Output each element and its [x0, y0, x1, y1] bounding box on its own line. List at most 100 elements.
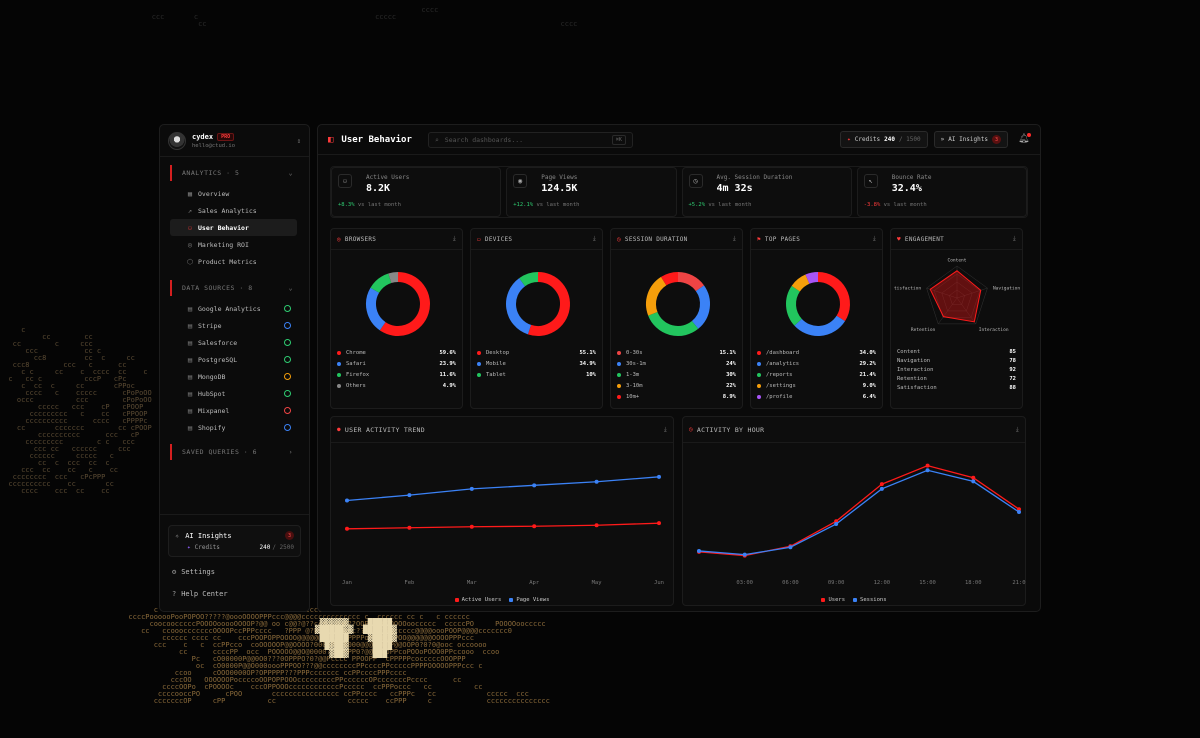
kpi-value: 8.2K	[366, 183, 391, 194]
donut-slice	[370, 273, 392, 294]
data-source-item[interactable]: ▤ Google Analytics	[170, 300, 297, 317]
settings-link[interactable]: ⚙ Settings	[160, 561, 309, 583]
data-point[interactable]	[879, 486, 884, 491]
data-point[interactable]	[469, 524, 474, 529]
data-source-item[interactable]: ▤ Salesforce	[170, 334, 297, 351]
data-point[interactable]	[971, 475, 976, 480]
browsers-card: ◎ BROWSERS ⤓ Chrome 59.6% Safari 23.9% Firefox…	[330, 228, 463, 409]
download-icon[interactable]: ⤓	[1016, 425, 1019, 433]
data-source-item[interactable]: ▤ Mixpanel	[170, 402, 297, 419]
data-point[interactable]	[788, 545, 793, 550]
x-tick-label: May	[592, 580, 603, 586]
data-point[interactable]	[532, 524, 537, 529]
bell-icon[interactable]: 🔔︎	[1018, 132, 1031, 144]
sidebar-item-sales-analytics[interactable]: ↗ Sales Analytics	[170, 202, 297, 219]
data-point[interactable]	[925, 468, 930, 473]
database-icon: ▤	[187, 406, 193, 415]
help-label: Help Center	[181, 590, 228, 598]
data-point[interactable]	[657, 521, 661, 526]
data-point[interactable]	[345, 526, 349, 531]
data-point[interactable]	[1017, 507, 1021, 512]
download-icon[interactable]: ⤓	[453, 235, 456, 242]
download-icon[interactable]: ⤓	[733, 235, 736, 242]
data-point[interactable]	[971, 479, 976, 484]
sidebar-item-label: Marketing ROI	[198, 240, 249, 249]
ai-insights-card[interactable]: ✧ AI Insights 3 ✦ Credits 240 / 2500	[168, 525, 301, 557]
box-icon: ⬡	[186, 257, 194, 266]
devices-card: ▭ DEVICES ⤓ Desktop 55.1% Mobile 34.9% Tablet 1…	[470, 228, 603, 409]
data-point[interactable]	[594, 479, 599, 484]
database-icon: ▤	[187, 355, 193, 364]
data-source-item[interactable]: ▤ HubSpot	[170, 385, 297, 402]
data-point[interactable]	[594, 523, 599, 528]
kpi-delta: -3.8% vs last month	[863, 202, 927, 208]
data-point[interactable]	[532, 483, 537, 488]
users-icon: ⚇	[338, 174, 352, 188]
data-source-item[interactable]: ▤ MongoDB	[170, 368, 297, 385]
data-source-label: Salesforce	[198, 338, 238, 347]
search-input[interactable]	[444, 135, 612, 144]
download-icon[interactable]: ⤓	[664, 425, 667, 433]
chevron-updown-icon[interactable]: ⇕	[296, 136, 301, 145]
saved-queries-section-header[interactable]: SAVED QUERIES · 6 ›	[170, 444, 303, 460]
radar-grid	[949, 289, 965, 305]
data-point[interactable]	[1017, 510, 1021, 514]
activity-by-hour-card: ◷ ACTIVITY BY HOUR ⤓ 03:00 06:00 09:00 12:00 1…	[682, 416, 1026, 606]
analytics-section-header[interactable]: ANALYTICS · 5 ⌄	[170, 165, 303, 181]
sidebar-item-overview[interactable]: ▦ Overview	[170, 185, 297, 202]
search-bar[interactable]: ⌕ ⌘K	[427, 131, 633, 148]
credits-button[interactable]: ✦ Credits 240 / 1500	[840, 131, 928, 148]
radar-grid	[933, 273, 981, 318]
donut-slice	[519, 272, 539, 287]
data-point[interactable]	[407, 493, 412, 498]
target-icon: ◎	[187, 240, 193, 249]
data-source-item[interactable]: ▤ Stripe	[170, 317, 297, 334]
sidebar-toggle-icon[interactable]: ◧	[328, 134, 334, 145]
engagement-row: Interaction 92	[897, 366, 1016, 373]
data-point[interactable]	[742, 552, 747, 557]
data-point[interactable]	[657, 474, 661, 479]
data-source-item[interactable]: ▤ Shopify	[170, 419, 297, 436]
x-tick-label: 03:00	[736, 580, 753, 586]
donut-slice	[817, 272, 850, 322]
data-sources-section-header[interactable]: DATA SOURCES · 8 ⌄	[170, 280, 303, 296]
donut-chart	[506, 272, 570, 336]
series-line	[346, 476, 660, 502]
ascii-art-left: c cc cc cc c ccc ccc cc c cc8 cc c cc cc…	[8, 326, 152, 495]
status-icon	[284, 339, 291, 346]
help-center-link[interactable]: ? Help Center	[160, 583, 309, 605]
donut-slice	[388, 272, 399, 284]
data-point[interactable]	[834, 519, 839, 524]
sidebar-item-user-behavior[interactable]: ⚇ User Behavior	[170, 219, 297, 236]
data-point[interactable]	[345, 498, 349, 503]
engagement-row: Content 85	[897, 348, 1016, 355]
sidebar-item-marketing-roi[interactable]: ◎ Marketing ROI	[170, 236, 297, 253]
data-point[interactable]	[879, 482, 884, 487]
search-icon: ⌕	[434, 135, 439, 144]
data-point[interactable]	[407, 525, 412, 530]
sidebar-item-product-metrics[interactable]: ⬡ Product Metrics	[170, 253, 297, 270]
ai-insights-badge: 3	[992, 135, 1001, 144]
credits-value: 240	[259, 544, 271, 551]
topbar: ◧ User Behavior ⌕ ⌘K ✦ Credits 240 / 150…	[318, 125, 1040, 155]
data-point[interactable]	[834, 522, 839, 527]
credits-max: / 2500	[272, 544, 294, 551]
data-source-item[interactable]: ▤ PostgreSQL	[170, 351, 297, 368]
status-icon	[284, 407, 291, 414]
sidebar: cydex PRO hello@ctud.io ⇕ ANALYTICS · 5 ⌄…	[159, 124, 310, 612]
chevron-down-icon: ⌄	[288, 169, 293, 177]
kpi-card: ⚇ Active Users 8.2K +8.3% vs last month	[331, 167, 502, 217]
data-point[interactable]	[925, 463, 930, 468]
donut-slice	[786, 285, 802, 326]
download-icon[interactable]: ⤓	[1013, 235, 1016, 242]
download-icon[interactable]: ⤓	[873, 235, 876, 242]
card-title: DEVICES	[484, 235, 513, 243]
download-icon[interactable]: ⤓	[593, 235, 596, 242]
profile-switcher[interactable]: cydex PRO hello@ctud.io ⇕	[160, 125, 309, 157]
data-point[interactable]	[697, 548, 701, 553]
ai-insights-button[interactable]: » AI Insights 3	[933, 131, 1008, 148]
card-icon: ◎	[337, 235, 341, 243]
analytics-section-label: ANALYTICS · 5	[182, 169, 240, 177]
data-point[interactable]	[469, 486, 474, 491]
legend-row: /analytics 29.2%	[757, 358, 876, 369]
